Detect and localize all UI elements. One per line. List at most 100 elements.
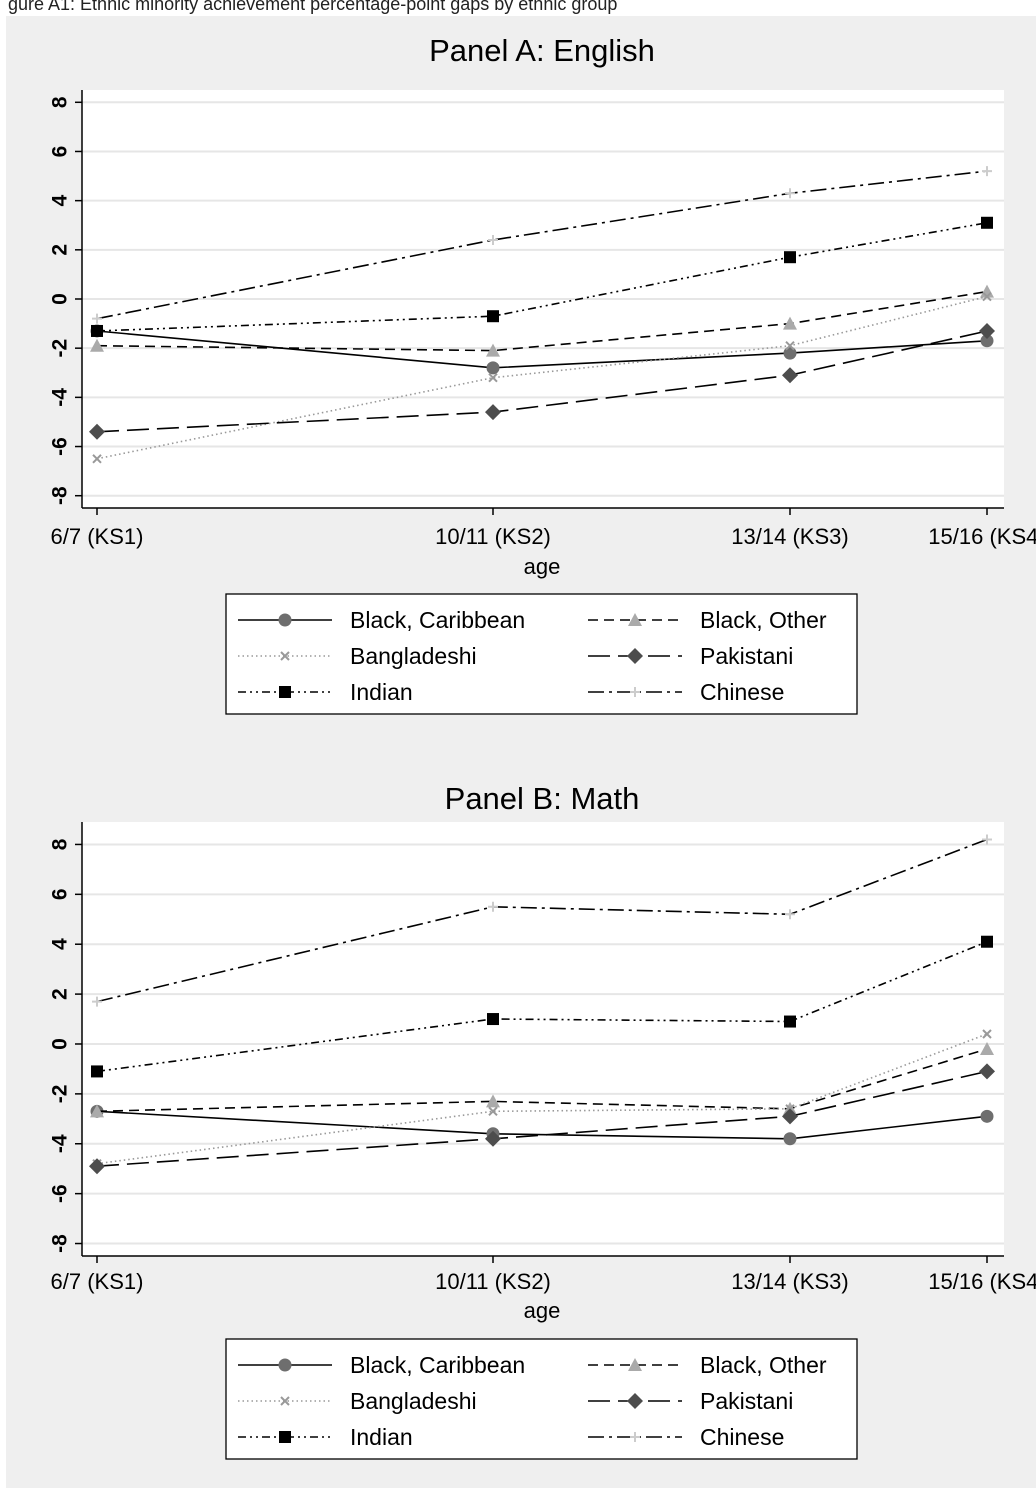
panel-b-data-point	[981, 935, 993, 948]
line-charts: Panel A: English -8 -6 -4 -2 0 2 4 6 8 6/7 (KS1) 10…	[49, 33, 1036, 1460]
panel-b-legend-box	[225, 1338, 858, 1460]
panel-a-data-point	[785, 188, 795, 199]
panel-b-data-point	[784, 1015, 796, 1028]
panel-a-data-point	[980, 334, 994, 348]
panel-b-series-line	[96, 940, 988, 1073]
panel-a-legend-marker	[279, 686, 291, 698]
panel-a-data-point	[982, 291, 992, 302]
panel-b-data-point	[785, 909, 795, 920]
panel-b-data-point	[488, 1106, 498, 1117]
panel-b-legend-marker	[280, 1396, 290, 1406]
panel-b-legend-marker	[627, 1393, 643, 1409]
panel-a-series-indian	[91, 216, 993, 337]
panel-a-legend-label: Chinese	[700, 679, 784, 705]
panel-a-series-line	[96, 295, 988, 460]
panel-a-legend-label: Indian	[350, 679, 413, 705]
panel-b-data-point	[982, 834, 992, 845]
panel-a-legend-label: Black, Other	[700, 607, 827, 633]
panel-a-data-point	[487, 310, 499, 323]
panel-b-y-tick-label: -2	[49, 1085, 72, 1104]
panel-a: Panel A: English -8 -6 -4 -2 0 2 4 6 8 6/7 (KS1) 10…	[49, 33, 1036, 715]
panel-a-data-point	[982, 166, 992, 177]
panel-b-x-tick-label: 10/11 (KS2)	[435, 1269, 551, 1294]
panel-b-data-point	[782, 1108, 798, 1125]
panel-a-series-bangladeshi	[92, 291, 992, 464]
panel-a-series-line	[96, 170, 988, 320]
panel-b-legend: Black, Caribbean Black, Other Bangladeshi P…	[225, 1338, 858, 1460]
panel-b-data-point	[783, 1132, 797, 1146]
panel-b-data-point	[487, 1013, 499, 1026]
panel-a-data-point	[92, 454, 102, 464]
panel-b-series-indian	[91, 935, 993, 1078]
panel-a-data-point	[785, 341, 795, 351]
panel-a-data-point	[979, 322, 995, 339]
panel-a-legend-label: Bangladeshi	[350, 643, 477, 669]
panel-a-series-line	[96, 222, 988, 332]
panel-a-y-tick-label: -2	[49, 339, 72, 358]
panel-a-data-point	[90, 338, 104, 352]
panel-a-y-tick-label: -4	[49, 388, 72, 407]
panel-a-x-tick-label: 10/11 (KS2)	[435, 524, 551, 549]
panel-a-data-point	[783, 346, 797, 360]
panel-b-data-point	[89, 1158, 105, 1175]
panel-a-data-point	[783, 316, 797, 330]
panel-b-legend-marker	[628, 1358, 642, 1371]
panel-b-series-chinese	[92, 834, 992, 1007]
panel-b: Panel B: Math -8 -6 -4 -2 0 2 4 6 8 6/7 (KS1) 10/11…	[49, 781, 1036, 1460]
panel-a-legend: Black, Caribbean Black, Other Bangladeshi P…	[225, 593, 858, 715]
panel-b-series-line	[96, 1033, 988, 1165]
panel-a-legend-marker	[278, 613, 292, 627]
panel-a-data-point	[488, 372, 498, 383]
panel-a-data-point	[89, 423, 105, 440]
panel-b-legend-label: Pakistani	[700, 1388, 793, 1414]
panel-b-series-pakistani	[89, 1063, 995, 1175]
panel-b-series-line	[96, 1110, 988, 1140]
panel-a-data-point	[784, 251, 796, 264]
panel-b-data-point	[982, 1029, 992, 1039]
panel-a-series-line	[96, 290, 988, 352]
panel-b-y-tick-label: 2	[49, 988, 72, 1000]
panel-b-series-line	[96, 1070, 988, 1167]
panel-a-title: Panel A: English	[429, 33, 655, 68]
panel-b-plot-area	[82, 822, 1004, 1256]
panel-b-data-point	[979, 1063, 995, 1080]
panel-b-y-tick-label: 0	[49, 1038, 72, 1050]
panel-b-legend-marker	[630, 1432, 640, 1442]
panel-a-y-tick-label: 6	[49, 146, 72, 158]
panel-a-y-tick-label: 8	[49, 96, 72, 108]
panel-a-legend-box	[225, 593, 858, 715]
panel-b-data-point	[92, 996, 102, 1007]
panel-a-x-tick-label: 15/16 (KS4)	[928, 524, 1036, 549]
panel-a-data-point	[91, 324, 103, 337]
panel-a-series-chinese	[92, 166, 992, 324]
panel-a-x-axis-title: age	[524, 554, 561, 579]
panel-a-data-point	[782, 367, 798, 384]
panel-a-data-point	[486, 361, 500, 375]
panel-b-legend-marker	[278, 1358, 292, 1372]
panel-b-x-axis-title: age	[524, 1298, 561, 1323]
panel-b-legend-label: Bangladeshi	[350, 1388, 477, 1414]
panel-b-x-tick-label: 15/16 (KS4)	[928, 1269, 1036, 1294]
panel-a-y-tick-label: 0	[49, 293, 72, 305]
panel-a-x-tick-label: 13/14 (KS3)	[731, 524, 848, 549]
panel-a-y-tick-label: 2	[49, 244, 72, 256]
panel-b-title: Panel B: Math	[445, 781, 640, 816]
panel-a-legend-marker	[280, 651, 290, 661]
panel-a-data-point	[485, 404, 501, 421]
panel-a-y-tick-label: 4	[49, 194, 72, 206]
panel-b-series-line	[96, 838, 988, 1003]
panel-a-data-point	[486, 343, 500, 357]
panel-a-legend-marker	[630, 687, 640, 697]
panel-a-series-line	[96, 330, 988, 369]
panel-b-data-point	[980, 1109, 994, 1123]
panel-b-legend-label: Chinese	[700, 1424, 784, 1450]
panel-a-x-tick-label: 6/7 (KS1)	[51, 524, 144, 549]
panel-a-y-tick-label: -8	[49, 486, 72, 505]
panel-a-legend-marker	[627, 648, 643, 664]
panel-b-y-tick-label: -4	[49, 1134, 72, 1153]
panel-a-series-line	[96, 330, 988, 433]
panel-b-legend-label: Black, Other	[700, 1352, 827, 1378]
panel-b-x-tick-label: 6/7 (KS1)	[51, 1269, 144, 1294]
figure-caption: gure A1: Ethnic minority achievement per…	[8, 0, 618, 14]
